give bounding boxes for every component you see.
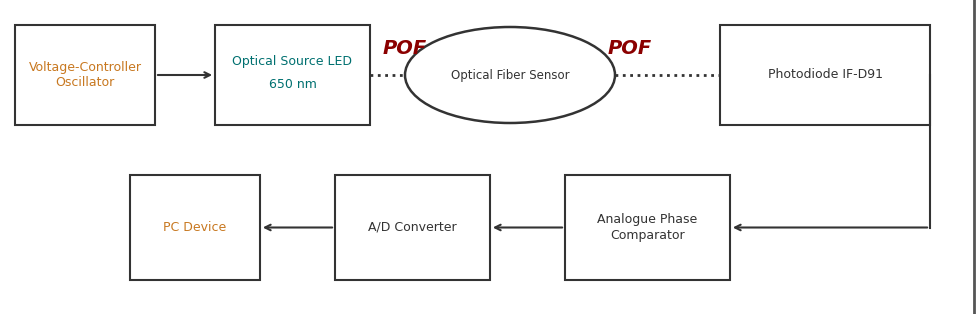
FancyBboxPatch shape <box>130 175 260 280</box>
Text: Analogue Phase
Comparator: Analogue Phase Comparator <box>597 214 698 241</box>
Text: Voltage-Controller
Oscillator: Voltage-Controller Oscillator <box>28 61 142 89</box>
Text: POF: POF <box>608 39 652 57</box>
FancyBboxPatch shape <box>215 25 370 125</box>
Text: A/D Converter: A/D Converter <box>368 221 457 234</box>
Text: Optical Fiber Sensor: Optical Fiber Sensor <box>450 68 570 82</box>
Text: PC Device: PC Device <box>163 221 227 234</box>
Text: Optical Source LED: Optical Source LED <box>233 55 353 68</box>
FancyBboxPatch shape <box>335 175 490 280</box>
Ellipse shape <box>405 27 615 123</box>
FancyBboxPatch shape <box>565 175 730 280</box>
Text: POF: POF <box>383 39 427 57</box>
FancyBboxPatch shape <box>15 25 155 125</box>
FancyBboxPatch shape <box>720 25 930 125</box>
Text: Photodiode IF-D91: Photodiode IF-D91 <box>768 68 882 82</box>
Text: 650 nm: 650 nm <box>269 78 317 91</box>
